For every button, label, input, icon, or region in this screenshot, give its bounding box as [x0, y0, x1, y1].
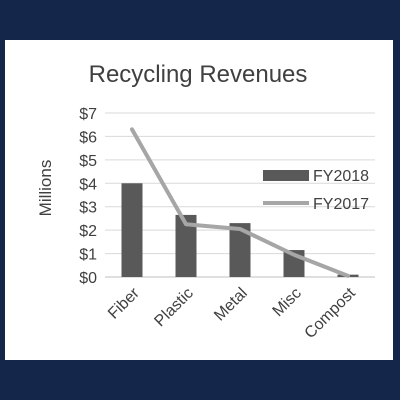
y-tick-label: $0 [79, 270, 97, 287]
legend: FY2018 FY2017 [263, 168, 369, 213]
y-tick-label: $5 [79, 153, 97, 170]
chart-panel: Recycling Revenues Millions $0 $1 $2 $3 $4 $5… [5, 40, 393, 360]
bar-plastic [175, 214, 197, 277]
bar-fiber [121, 183, 143, 277]
y-tick-label: $6 [79, 129, 97, 146]
line-series [130, 127, 350, 278]
chart-title: Recycling Revenues [89, 61, 308, 88]
legend-label-bar: FY2018 [313, 168, 369, 185]
bar-metal [229, 223, 251, 277]
y-tick-labels: $0 $1 $2 $3 $4 $5 $6 $7 [79, 106, 97, 287]
y-axis-label: Millions [36, 160, 55, 217]
y-tick-label: $3 [79, 200, 97, 217]
line-fy2017 [130, 127, 350, 278]
y-tick-label: $2 [79, 223, 97, 240]
legend-label-line: FY2017 [313, 196, 369, 213]
y-tick-label: $1 [79, 247, 97, 264]
y-tick-label: $4 [79, 176, 97, 193]
x-tick-label: Fiber [105, 284, 143, 322]
x-tick-label: Misc [270, 285, 305, 320]
y-tick-label: $7 [79, 106, 97, 123]
x-tick-label: Compost [302, 284, 360, 342]
chart: Recycling Revenues Millions $0 $1 $2 $3 $4 $5… [36, 61, 375, 342]
x-tick-label: Plastic [151, 285, 196, 330]
legend-swatch-bar [263, 170, 309, 181]
x-tick-label: Metal [211, 285, 251, 325]
